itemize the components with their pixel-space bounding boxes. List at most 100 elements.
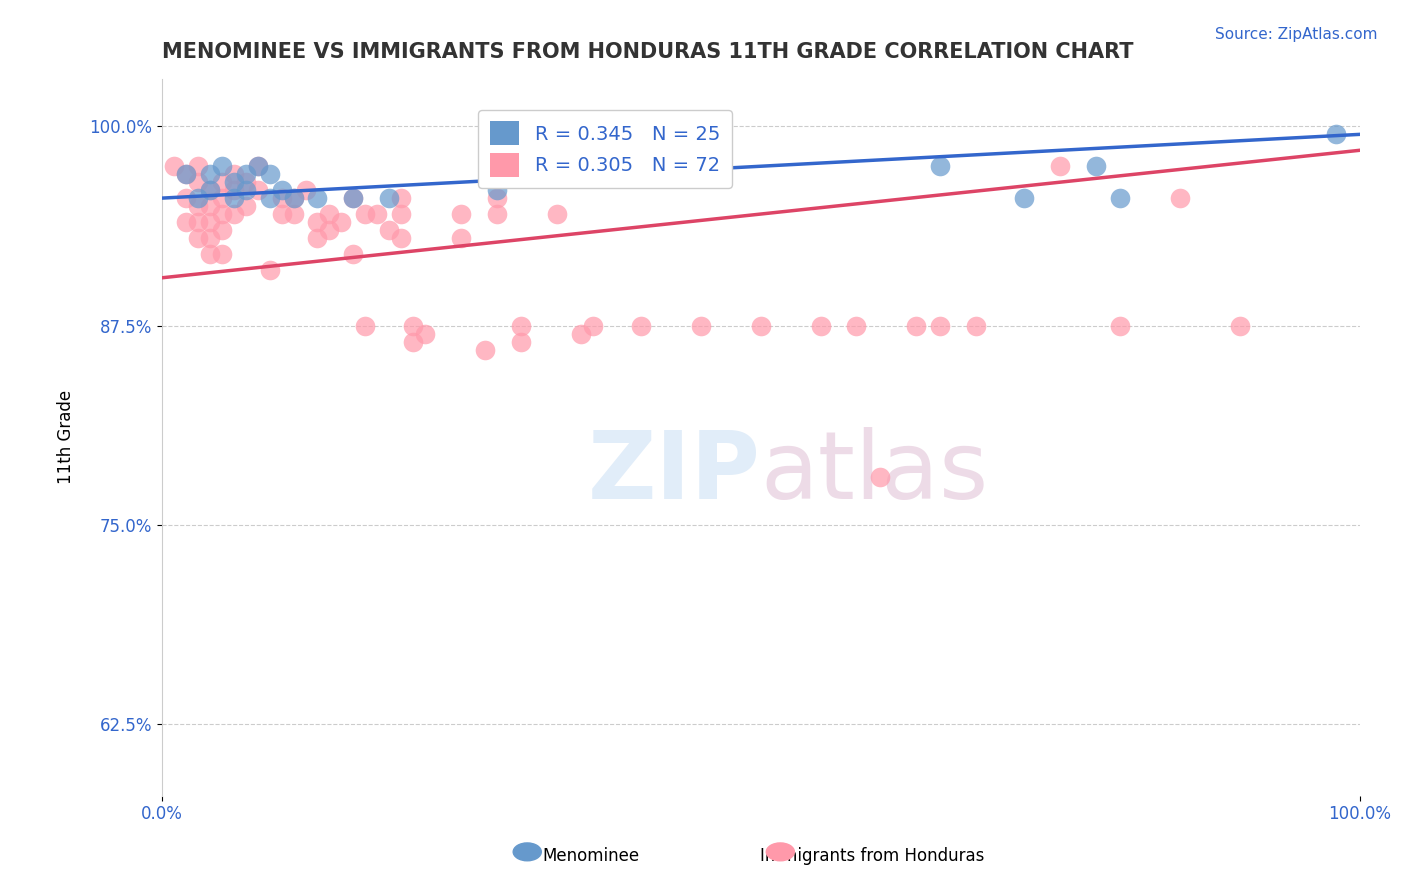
Point: [222, 167, 245, 181]
Point: [235, 175, 257, 189]
Legend: R = 0.345   N = 25, R = 0.305   N = 72: R = 0.345 N = 25, R = 0.305 N = 72: [478, 110, 731, 188]
Point: [270, 191, 292, 205]
Point: [450, 207, 472, 221]
Point: [378, 191, 401, 205]
Point: [1168, 191, 1191, 205]
Point: [330, 215, 353, 229]
Point: [187, 159, 209, 173]
Point: [246, 159, 269, 173]
Point: [198, 167, 221, 181]
Point: [211, 159, 233, 173]
Point: [474, 343, 496, 357]
Point: [1324, 128, 1347, 142]
Point: [845, 318, 868, 333]
Point: [174, 191, 197, 205]
Point: [174, 167, 197, 181]
Point: [413, 326, 436, 341]
Point: [187, 199, 209, 213]
Point: [402, 334, 425, 349]
Point: [187, 175, 209, 189]
Point: [749, 318, 772, 333]
Point: [198, 183, 221, 197]
Point: [307, 215, 329, 229]
Point: [486, 191, 509, 205]
Text: atlas: atlas: [761, 427, 988, 519]
Point: [198, 199, 221, 213]
Point: [211, 207, 233, 221]
Point: [630, 318, 652, 333]
Point: [283, 191, 305, 205]
Point: [211, 223, 233, 237]
Point: [259, 167, 281, 181]
Point: [1085, 159, 1108, 173]
Point: [1109, 191, 1132, 205]
Y-axis label: 11th Grade: 11th Grade: [58, 390, 75, 484]
Point: [510, 167, 533, 181]
Point: [283, 207, 305, 221]
Point: [307, 231, 329, 245]
Point: [222, 175, 245, 189]
Point: [1049, 159, 1071, 173]
Point: [354, 318, 377, 333]
Point: [569, 159, 592, 173]
Point: [929, 159, 952, 173]
Text: Immigrants from Honduras: Immigrants from Honduras: [759, 847, 984, 865]
Point: [283, 191, 305, 205]
Point: [222, 207, 245, 221]
Point: [378, 223, 401, 237]
Point: [307, 191, 329, 205]
Point: [187, 191, 209, 205]
Point: [1012, 191, 1035, 205]
Point: [211, 247, 233, 261]
Text: Menominee: Menominee: [541, 847, 640, 865]
Point: [389, 191, 412, 205]
Point: [510, 334, 533, 349]
Text: ZIP: ZIP: [588, 427, 761, 519]
Point: [187, 231, 209, 245]
Point: [318, 207, 340, 221]
Point: [510, 318, 533, 333]
Point: [198, 215, 221, 229]
Point: [318, 223, 340, 237]
Point: [235, 183, 257, 197]
Point: [222, 191, 245, 205]
Point: [569, 326, 592, 341]
Point: [246, 183, 269, 197]
Point: [259, 191, 281, 205]
Point: [354, 207, 377, 221]
Point: [246, 159, 269, 173]
Point: [869, 470, 891, 484]
Point: [965, 318, 987, 333]
Point: [270, 183, 292, 197]
Point: [198, 183, 221, 197]
Point: [1109, 318, 1132, 333]
Point: [342, 191, 364, 205]
Point: [259, 263, 281, 277]
Point: [211, 175, 233, 189]
Point: [402, 318, 425, 333]
Point: [270, 207, 292, 221]
Point: [222, 183, 245, 197]
Point: [187, 215, 209, 229]
Point: [163, 159, 186, 173]
Point: [582, 318, 605, 333]
Point: [198, 231, 221, 245]
Point: [174, 167, 197, 181]
Point: [342, 191, 364, 205]
Point: [342, 247, 364, 261]
Point: [211, 191, 233, 205]
Point: [905, 318, 928, 333]
Point: [486, 183, 509, 197]
Point: [235, 199, 257, 213]
Point: [366, 207, 388, 221]
Point: [689, 318, 711, 333]
Text: MENOMINEE VS IMMIGRANTS FROM HONDURAS 11TH GRADE CORRELATION CHART: MENOMINEE VS IMMIGRANTS FROM HONDURAS 11…: [162, 42, 1133, 62]
Point: [810, 318, 832, 333]
Point: [546, 207, 568, 221]
Point: [174, 215, 197, 229]
Point: [235, 167, 257, 181]
Point: [389, 207, 412, 221]
Point: [1229, 318, 1251, 333]
Point: [486, 207, 509, 221]
Point: [450, 231, 472, 245]
